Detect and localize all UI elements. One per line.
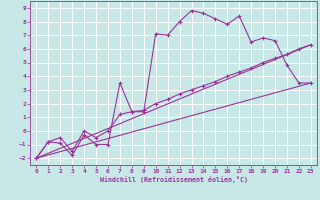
X-axis label: Windchill (Refroidissement éolien,°C): Windchill (Refroidissement éolien,°C): [100, 176, 248, 183]
